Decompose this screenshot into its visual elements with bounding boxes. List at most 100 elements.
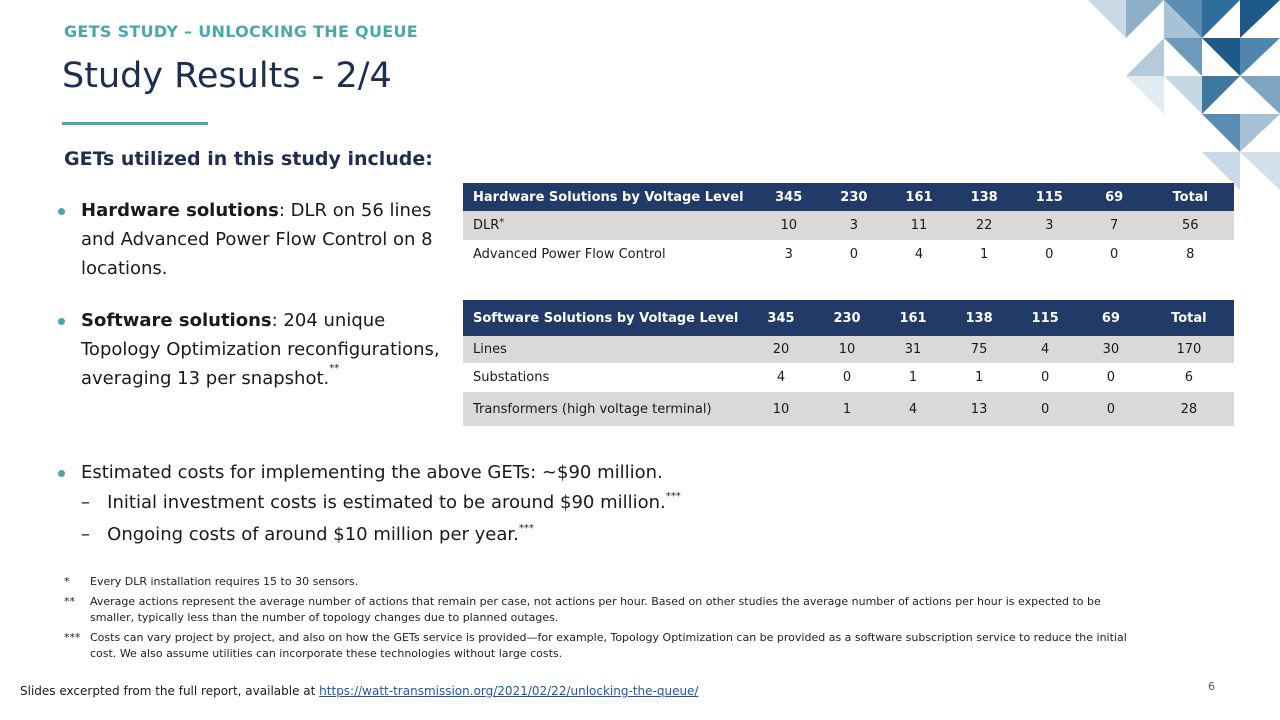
footnote: * Every DLR installation requires 15 to 3… xyxy=(64,574,1144,590)
column-header: 161 xyxy=(880,300,947,336)
bullet-text: Estimated costs for implementing the abo… xyxy=(81,462,663,483)
cell: 22 xyxy=(951,211,1017,240)
column-header: 230 xyxy=(814,300,881,336)
cell: 0 xyxy=(842,370,852,385)
column-header: 345 xyxy=(747,300,814,336)
cell: 20 xyxy=(747,336,814,363)
row: DLR* 10 3 11 22 3 7 56 xyxy=(463,211,1234,240)
bullet-text: : 204 unique Topology Optimization recon… xyxy=(81,310,440,389)
page-number: 6 xyxy=(1208,680,1215,693)
column-header: Total xyxy=(1143,300,1234,336)
cell: 13 xyxy=(946,392,1013,426)
cell: 1 xyxy=(908,370,918,385)
cell: 0 xyxy=(1045,247,1054,262)
cell: 0 xyxy=(1078,392,1144,426)
bullet: Hardware solutions: DLR on 56 lines and … xyxy=(58,196,461,283)
software-table: Software Solutions by Voltage Level 345 23… xyxy=(463,300,1234,426)
bullet-bold: Software solutions xyxy=(81,310,272,331)
cell: 1 xyxy=(814,392,881,426)
cell: 10 xyxy=(756,211,822,240)
column-header: 230 xyxy=(821,183,887,211)
cell: 3 xyxy=(784,247,793,262)
cell: 75 xyxy=(946,336,1013,363)
bullet: Software solutions: 204 unique Topology … xyxy=(58,306,441,393)
title: Study Results - 2/4 xyxy=(62,56,392,96)
sub-text: Initial investment costs is estimated to… xyxy=(107,492,666,513)
footnote-mark: ** xyxy=(64,595,75,608)
footnote: *** Costs can vary project by project, an… xyxy=(64,630,1144,662)
cell: 3 xyxy=(821,211,887,240)
column-header: 345 xyxy=(756,183,822,211)
cell: 11 xyxy=(886,211,952,240)
label: Lines xyxy=(473,342,507,357)
cell: 1 xyxy=(974,370,984,385)
cell: 10 xyxy=(814,336,881,363)
label: Advanced Power Flow Control xyxy=(473,247,666,262)
cell: 170 xyxy=(1143,336,1234,363)
sub-bullet: – Initial investment costs is estimated … xyxy=(81,491,681,514)
sub-bullet: – Ongoing costs of around $10 million pe… xyxy=(81,523,534,546)
cell: 28 xyxy=(1143,392,1234,426)
column-header: Software Solutions by Voltage Level xyxy=(463,300,748,336)
row: Lines 20 10 31 75 4 30 170 xyxy=(463,336,1234,363)
column-header: 138 xyxy=(951,183,1017,211)
cell: 10 xyxy=(747,392,814,426)
sup: * xyxy=(499,217,505,228)
cell: 4 xyxy=(776,370,786,385)
intro: GETs utilized in this study include: xyxy=(64,148,433,170)
source: Slides excerpted from the full report, a… xyxy=(20,684,316,698)
header-row: Hardware Solutions by Voltage Level 345 23… xyxy=(463,183,1234,211)
column-header: 161 xyxy=(886,183,952,211)
footnote-text: Every DLR installation requires 15 to 30… xyxy=(90,575,359,588)
cell: 1 xyxy=(979,247,989,262)
kicker: GETS STUDY – UNLOCKING THE QUEUE xyxy=(64,22,418,41)
sup: *** xyxy=(665,491,681,502)
row: Advanced Power Flow Control 3 0 4 1 0 0 8 xyxy=(463,240,1234,269)
footnote-text: Costs can vary project by project, and a… xyxy=(90,631,1127,660)
cell: 0 xyxy=(849,247,858,262)
cell: 4 xyxy=(880,392,947,426)
cell: 8 xyxy=(1186,247,1195,262)
dash: – xyxy=(81,492,90,513)
label: Substations xyxy=(473,370,550,385)
row: Substations 4 0 1 1 0 0 6 xyxy=(463,363,1234,392)
column-header: 69 xyxy=(1078,300,1144,336)
column-header: Total xyxy=(1146,183,1234,211)
cell: 7 xyxy=(1081,211,1147,240)
row-label: Substations xyxy=(463,363,748,392)
bullet-bold: Hardware solutions xyxy=(81,200,279,221)
sup: ** xyxy=(329,363,340,374)
cell: 6 xyxy=(1184,370,1193,385)
footnote-text: Average actions represent the average nu… xyxy=(90,595,1101,624)
column-header: 69 xyxy=(1081,183,1147,211)
label: DLR xyxy=(473,218,500,233)
decor xyxy=(1088,0,1280,190)
cell: 0 xyxy=(1040,370,1050,385)
column-header: 115 xyxy=(1016,183,1082,211)
row: Transformers (high voltage terminal) 10 1 4… xyxy=(463,392,1234,426)
cell: 0 xyxy=(1110,247,1119,262)
footer: Slides excerpted from the full report, a… xyxy=(20,684,698,698)
rule xyxy=(62,122,208,125)
cell: 56 xyxy=(1146,211,1234,240)
column-header: 115 xyxy=(1012,300,1079,336)
row-label: Advanced Power Flow Control xyxy=(463,240,756,269)
footnote: ** Average actions represent the average … xyxy=(64,594,1144,626)
cell: 0 xyxy=(1012,392,1079,426)
cell: 3 xyxy=(1016,211,1082,240)
bullet-text: : DLR on 56 lines and Advanced Power Flo… xyxy=(81,200,433,279)
cell: 30 xyxy=(1078,336,1144,363)
sup: *** xyxy=(518,523,534,534)
cell: 4 xyxy=(1012,336,1079,363)
cell: 31 xyxy=(880,336,947,363)
hardware-table: Hardware Solutions by Voltage Level 345 23… xyxy=(463,183,1234,269)
column-header: Hardware Solutions by Voltage Level xyxy=(463,183,757,211)
cell: 4 xyxy=(914,247,924,262)
footnote-mark: * xyxy=(64,575,70,588)
cell: 0 xyxy=(1106,370,1116,385)
footnote-mark: *** xyxy=(64,631,81,644)
row-label: DLR* xyxy=(463,211,757,240)
column-header: 138 xyxy=(946,300,1013,336)
link[interactable]: https://watt-transmission.org/2021/02/22… xyxy=(319,684,699,698)
